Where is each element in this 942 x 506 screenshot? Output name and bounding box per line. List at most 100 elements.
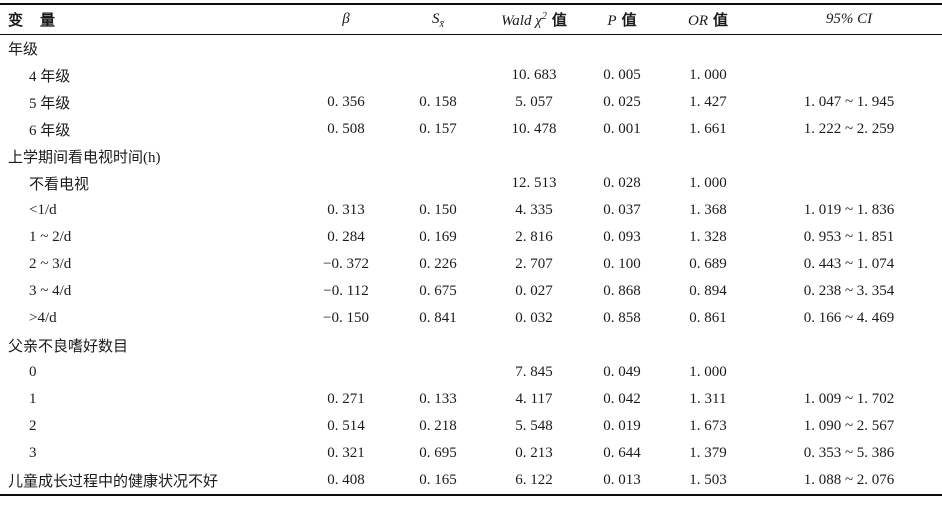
table-row-item: 5 年级 0. 356 0. 158 5. 057 0. 025 1. 427 1. 047… — [0, 89, 942, 116]
cell-or: 1. 368 — [689, 201, 727, 218]
cell-ci: 1. 019 ~ 1. 836 — [803, 201, 895, 218]
table-row-item: 3 ~ 4/d −0. 112 0. 675 0. 027 0. 868 0. 894 0.… — [0, 278, 942, 305]
table-row-item: 2 ~ 3/d −0. 372 0. 226 2. 707 0. 100 0. 689 0.… — [0, 251, 942, 278]
cell-or: 1. 000 — [689, 174, 727, 191]
cell-s: 0. 169 — [419, 228, 457, 245]
cell-p — [584, 332, 660, 359]
cell-or — [660, 332, 756, 359]
cell-ci — [756, 170, 942, 197]
cell-s — [392, 34, 484, 62]
cell-or: 0. 861 — [689, 309, 727, 326]
cell-variable: 1 — [29, 390, 37, 407]
cell-s: 0. 695 — [419, 444, 457, 461]
cell-or: 0. 894 — [689, 282, 727, 299]
cell-ci — [756, 143, 942, 170]
wald-chi-symbol: Wald χ — [501, 12, 542, 29]
or-symbol: OR — [687, 12, 708, 29]
table-row-item: <1/d 0. 313 0. 150 4. 335 0. 037 1. 368 1. 019… — [0, 197, 942, 224]
cell-s: 0. 158 — [419, 93, 457, 110]
cell-beta: 0. 508 — [327, 120, 365, 137]
cell-s: 0. 675 — [419, 282, 457, 299]
cell-beta: 0. 514 — [327, 417, 365, 434]
cell-wald: 4. 117 — [515, 390, 553, 407]
cell-variable: 3 ~ 4/d — [29, 282, 72, 299]
cell-variable: 0 — [29, 363, 37, 380]
cell-s — [392, 359, 484, 386]
cell-beta — [300, 34, 392, 62]
cell-wald: 2. 816 — [515, 228, 553, 245]
cell-s: 0. 841 — [419, 309, 457, 326]
cell-ci: 1. 047 ~ 1. 945 — [803, 93, 895, 110]
cell-wald — [484, 143, 584, 170]
table-row-item: >4/d −0. 150 0. 841 0. 032 0. 858 0. 861 0. 16… — [0, 305, 942, 332]
table-row-item: 不看电视 12. 513 0. 028 1. 000 — [0, 170, 942, 197]
cell-ci: 1. 009 ~ 1. 702 — [803, 390, 895, 407]
or-suffix: 值 — [712, 12, 728, 29]
cell-beta: 0. 271 — [327, 390, 365, 407]
col-header-beta: β — [300, 4, 392, 34]
cell-s — [392, 143, 484, 170]
table-row-item: 3 0. 321 0. 695 0. 213 0. 644 1. 379 0. 353 ~ … — [0, 440, 942, 467]
cell-or: 1. 328 — [689, 228, 727, 245]
cell-variable: 儿童成长过程中的健康状况不好 — [8, 473, 219, 490]
cell-or: 1. 311 — [689, 390, 727, 407]
cell-s: 0. 165 — [419, 471, 457, 488]
cell-variable: <1/d — [29, 201, 57, 218]
cell-ci — [756, 332, 942, 359]
chi-square-exponent: 2 — [541, 10, 547, 22]
table-row-category: 年级 — [0, 34, 942, 62]
cell-p: 0. 019 — [603, 417, 641, 434]
cell-beta — [300, 332, 392, 359]
cell-variable: 6 年级 — [29, 122, 71, 139]
table-row-item: 1 ~ 2/d 0. 284 0. 169 2. 816 0. 093 1. 328 0. … — [0, 224, 942, 251]
cell-beta — [300, 170, 392, 197]
cell-p: 0. 028 — [603, 174, 641, 191]
cell-variable: 3 — [29, 444, 37, 461]
cell-ci: 0. 353 ~ 5. 386 — [803, 444, 895, 461]
cell-variable: 1 ~ 2/d — [29, 228, 72, 245]
cell-variable: 5 年级 — [29, 95, 71, 112]
col-header-or-value: OR 值 — [660, 4, 756, 34]
s-symbol: S — [432, 10, 440, 27]
cell-wald: 10. 683 — [511, 66, 557, 83]
cell-or: 1. 503 — [689, 471, 727, 488]
cell-or — [660, 143, 756, 170]
cell-wald: 7. 845 — [515, 363, 553, 380]
cell-ci: 0. 238 ~ 3. 354 — [803, 282, 895, 299]
cell-p — [584, 34, 660, 62]
cell-variable: 4 年级 — [29, 68, 71, 85]
cell-wald: 0. 213 — [515, 444, 553, 461]
cell-variable: 2 — [29, 417, 37, 434]
ci-symbol: 95% CI — [825, 10, 873, 27]
cell-variable: >4/d — [29, 309, 57, 326]
cell-variable: 不看电视 — [29, 176, 90, 193]
cell-p: 0. 093 — [603, 228, 641, 245]
cell-beta: 0. 408 — [327, 471, 365, 488]
cell-ci: 0. 166 ~ 4. 469 — [803, 309, 895, 326]
cell-beta: 0. 321 — [327, 444, 365, 461]
cell-or: 1. 661 — [689, 120, 727, 137]
cell-wald: 10. 478 — [511, 120, 557, 137]
table-row-item: 4 年级 10. 683 0. 005 1. 000 — [0, 62, 942, 89]
cell-variable: 上学期间看电视时间(h) — [8, 149, 161, 166]
cell-p: 0. 025 — [603, 93, 641, 110]
cell-s: 0. 218 — [419, 417, 457, 434]
table-row-item: 0 7. 845 0. 049 1. 000 — [0, 359, 942, 386]
cell-variable: 父亲不良嗜好数目 — [8, 338, 129, 355]
cell-beta — [300, 359, 392, 386]
col-header-variable: 变 量 — [8, 12, 57, 29]
cell-or: 1. 673 — [689, 417, 727, 434]
cell-wald: 2. 707 — [515, 255, 553, 272]
cell-or: 1. 000 — [689, 363, 727, 380]
cell-p: 0. 100 — [603, 255, 641, 272]
col-header-wald-chi-square: Wald χ2 值 — [484, 4, 584, 34]
s-subscript: x̄ — [439, 18, 444, 30]
cell-s — [392, 332, 484, 359]
cell-beta: −0. 150 — [323, 309, 369, 326]
cell-s: 0. 133 — [419, 390, 457, 407]
col-header-95ci: 95% CI — [756, 4, 942, 34]
cell-wald: 5. 057 — [515, 93, 553, 110]
cell-variable: 2 ~ 3/d — [29, 255, 72, 272]
